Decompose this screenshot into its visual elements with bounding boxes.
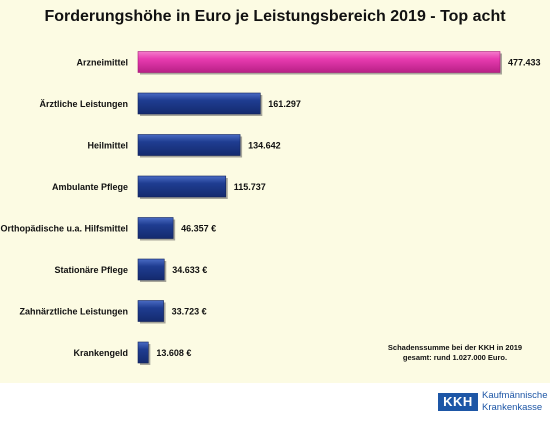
total-note: Schadenssumme bei der KKH in 2019 gesamt… (370, 343, 540, 363)
category-label-2: Heilmittel (87, 141, 128, 151)
value-label-6: 33.723 € (172, 307, 207, 317)
total-note-line-2: gesamt: rund 1.027.000 Euro. (402, 353, 508, 362)
bar-0 (137, 51, 501, 73)
bar-chart: Arzneimittel 477.433 Ärztliche Leistungen 1… (0, 51, 541, 365)
category-label-1: Ärztliche Leistungen (39, 99, 128, 109)
kkh-logo-line-2: Krankenkasse (482, 402, 543, 413)
value-label-0: 477.433 (508, 58, 541, 68)
bar-3 (137, 175, 227, 198)
kkh-logo-line-1: Kaufmännische (482, 390, 548, 401)
kkh-logo-text: Kaufmännische Krankenkasse (482, 390, 550, 414)
category-label-0: Arzneimittel (76, 58, 128, 68)
chart-title: Forderungshöhe in Euro je Leistungsberei… (44, 8, 506, 25)
bar-2 (137, 134, 241, 156)
bar-1 (137, 92, 261, 115)
value-label-7: 13.608 € (156, 348, 191, 358)
bar-4 (137, 217, 174, 239)
category-label-5: Stationäre Pflege (54, 265, 128, 275)
value-label-3: 115.737 (234, 182, 266, 192)
category-label-3: Ambulante Pflege (52, 182, 128, 192)
category-label-6: Zahnärztliche Leistungen (19, 307, 128, 317)
total-note-line-1: Schadenssumme bei der KKH in 2019 (387, 343, 523, 352)
category-label-7: Krankengeld (73, 348, 128, 358)
category-label-4: Orthopädische u.a. Hilfsmittel (0, 224, 128, 234)
value-label-1: 161.297 (268, 99, 301, 109)
value-label-5: 34.633 € (172, 265, 207, 275)
bar-6 (137, 300, 164, 322)
kkh-logo: KKH Kaufmännische Krankenkasse (438, 389, 550, 419)
bar-5 (137, 258, 165, 281)
bar-7 (137, 341, 149, 364)
value-label-2: 134.642 (248, 141, 281, 151)
value-label-4: 46.357 € (181, 224, 216, 234)
kkh-logo-mark: KKH (438, 393, 478, 411)
